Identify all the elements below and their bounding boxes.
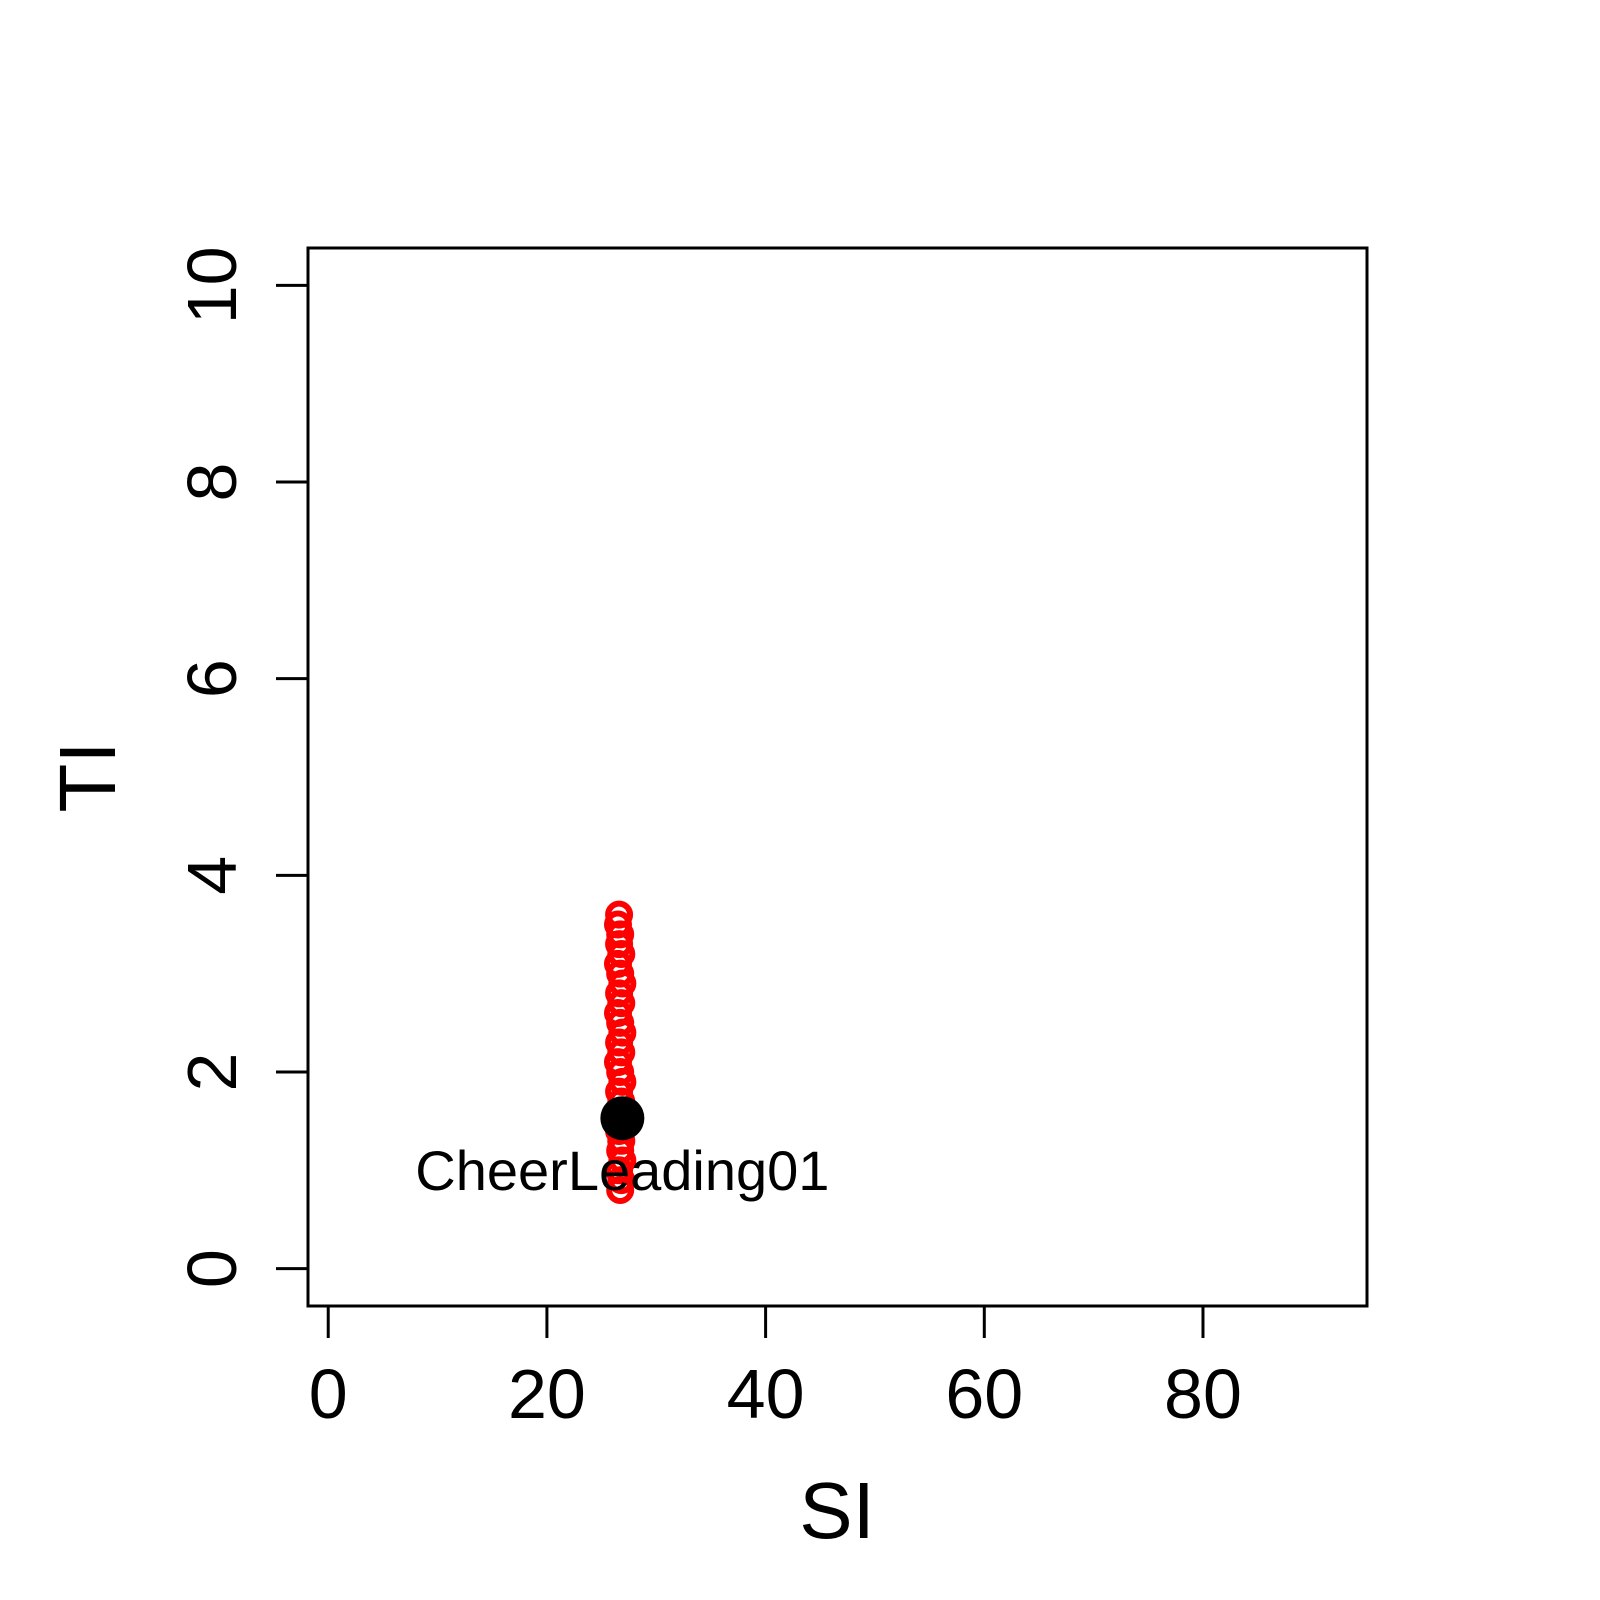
y-tick-label: 0 bbox=[173, 1249, 251, 1288]
x-tick-label: 80 bbox=[1164, 1355, 1242, 1433]
y-axis-label: TI bbox=[43, 741, 132, 812]
highlight-point bbox=[600, 1096, 645, 1141]
point-label: CheerLeading01 bbox=[415, 1139, 829, 1202]
x-tick-label: 40 bbox=[727, 1355, 805, 1433]
data-point bbox=[605, 900, 634, 929]
y-tick-label: 6 bbox=[173, 659, 251, 698]
x-tick-label: 20 bbox=[508, 1355, 586, 1433]
y-tick-label: 10 bbox=[173, 246, 251, 324]
y-axis: 0 2 4 6 8 10 bbox=[173, 246, 310, 1288]
x-tick-label: 0 bbox=[309, 1355, 348, 1433]
y-tick-label: 4 bbox=[173, 856, 251, 895]
x-axis-label: SI bbox=[799, 1466, 875, 1555]
x-axis: 0 20 40 60 80 bbox=[309, 1304, 1242, 1433]
y-tick-label: 2 bbox=[173, 1053, 251, 1092]
data-points: CheerLeading01 bbox=[415, 900, 829, 1204]
x-tick-label: 60 bbox=[945, 1355, 1023, 1433]
y-tick-label: 8 bbox=[173, 463, 251, 502]
